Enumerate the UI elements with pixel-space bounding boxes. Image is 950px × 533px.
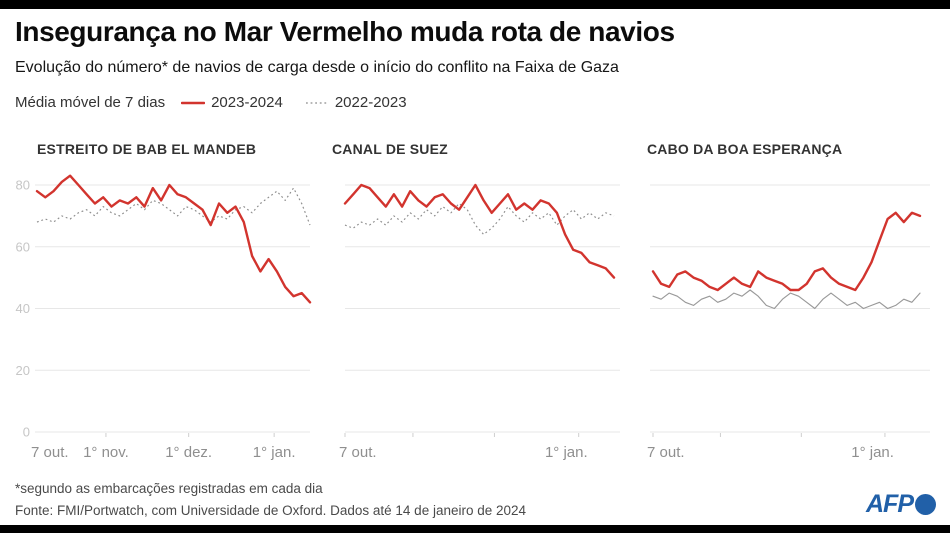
chart-canal-de-suez: CANAL DE SUEZ 7 out. 1° jan. xyxy=(332,138,624,467)
y-axis-label-0: 0 xyxy=(23,425,30,440)
x-axis-label: 1° jan. xyxy=(253,444,296,461)
series-line-2022-2023 xyxy=(36,187,311,226)
chart-title: ESTREITO DE BAB EL MANDEB xyxy=(37,141,257,157)
afp-logo: AFP xyxy=(866,490,936,518)
gray-dotted-line-swatch-icon xyxy=(305,101,328,104)
chart-estreito-de-bab-el-mandeb: ESTREITO DE BAB EL MANDEB 0 20 40 60 80 7 out… xyxy=(15,138,315,467)
legend-swatch-2022-2023 xyxy=(305,98,329,108)
chart-title: CABO DA BOA ESPERANÇA xyxy=(647,141,843,157)
x-axis-label: 7 out. xyxy=(31,444,69,461)
legend-series-2023-2024-label: 2023-2024 xyxy=(211,94,283,111)
series-line-2023-2024 xyxy=(343,183,616,279)
series-line-2023-2024 xyxy=(35,174,312,304)
chart-canvas: 0 20 40 60 80 7 out. 1° nov. 1° dez. 1° jan. xyxy=(16,174,312,461)
page-subtitle: Evolução do número* de navios de carga d… xyxy=(15,59,619,76)
x-axis-label: 7 out. xyxy=(339,444,377,461)
legend-series-2022-2023-label: 2022-2023 xyxy=(334,94,407,111)
chart-title: CANAL DE SUEZ xyxy=(332,141,448,157)
footnote: *segundo as embarcações registradas em c… xyxy=(15,481,323,496)
chart-canvas: 7 out. 1° jan. xyxy=(339,183,620,461)
chart-canvas: 7 out. 1° jan. xyxy=(647,184,930,461)
red-line-swatch-icon xyxy=(181,101,206,104)
bottom-black-bar xyxy=(0,525,950,533)
legend-label: Média móvel de 7 dias xyxy=(15,94,166,111)
x-axis-label: 1° jan. xyxy=(545,444,588,461)
afp-logo-circle-icon xyxy=(915,494,936,515)
x-axis-label: 1° jan. xyxy=(851,444,894,461)
afp-logo-text: AFP xyxy=(866,490,914,518)
chart-cabo-da-boa-esperanca: CABO DA BOA ESPERANÇA 7 out. 1° jan. xyxy=(647,138,935,467)
x-axis-label: 7 out. xyxy=(647,444,685,461)
legend: Média móvel de 7 dias 2023-2024 2022-202… xyxy=(15,94,407,111)
series-line-2023-2024 xyxy=(651,211,922,292)
y-axis-label-40: 40 xyxy=(16,301,30,316)
source-line: Fonte: FMI/Portwatch, com Universidade d… xyxy=(15,503,527,518)
top-black-bar xyxy=(0,0,950,9)
legend-swatch-2023-2024 xyxy=(181,98,206,108)
series-line-2022-2023 xyxy=(344,202,615,235)
y-axis-label-80: 80 xyxy=(16,178,30,193)
y-axis-label-60: 60 xyxy=(16,239,30,254)
page-title: Insegurança no Mar Vermelho muda rota de… xyxy=(15,16,675,47)
y-axis-label-20: 20 xyxy=(16,363,30,378)
series-line-2022-2023 xyxy=(652,289,921,310)
x-axis-label: 1° nov. xyxy=(83,444,129,461)
x-axis-label: 1° dez. xyxy=(165,444,212,461)
